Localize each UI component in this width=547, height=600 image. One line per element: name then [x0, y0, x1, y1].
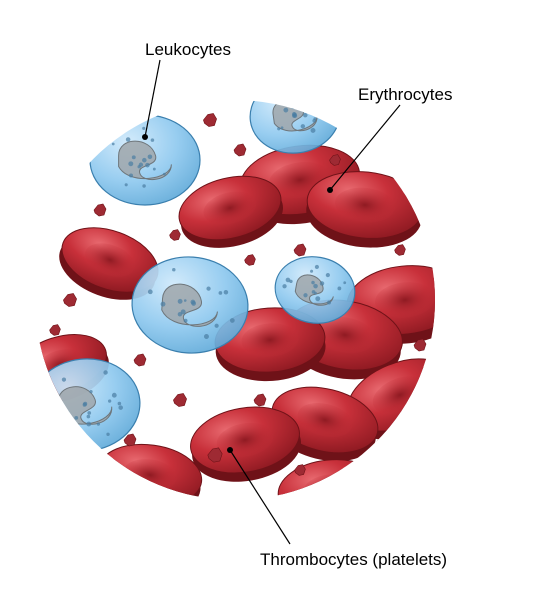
erythrocyte [275, 455, 386, 534]
platelet [94, 204, 106, 216]
platelet [384, 144, 396, 156]
platelet [63, 293, 76, 306]
leukocyte [245, 71, 345, 159]
leader-dot [142, 134, 148, 140]
platelet [124, 434, 136, 446]
platelet [234, 144, 246, 156]
label-leukocytes: Leukocytes [145, 40, 231, 60]
leukocyte [90, 115, 200, 205]
platelet [245, 255, 256, 266]
platelet [134, 354, 146, 366]
platelet [395, 245, 406, 256]
platelet [350, 125, 361, 136]
platelet [254, 394, 266, 406]
erythrocyte [93, 438, 206, 520]
leader-dot [227, 447, 233, 453]
platelet [173, 393, 186, 406]
label-thrombocytes: Thrombocytes (platelets) [260, 550, 447, 570]
platelet [294, 244, 306, 256]
blood-cells-diagram: Leukocytes Erythrocytes Thrombocytes (pl… [0, 0, 547, 600]
platelet [170, 230, 181, 241]
leader-dot [327, 187, 333, 193]
platelet [50, 325, 61, 336]
platelet [374, 439, 386, 451]
label-erythrocytes: Erythrocytes [358, 85, 452, 105]
platelet [203, 113, 216, 126]
diagram-svg [0, 0, 547, 600]
